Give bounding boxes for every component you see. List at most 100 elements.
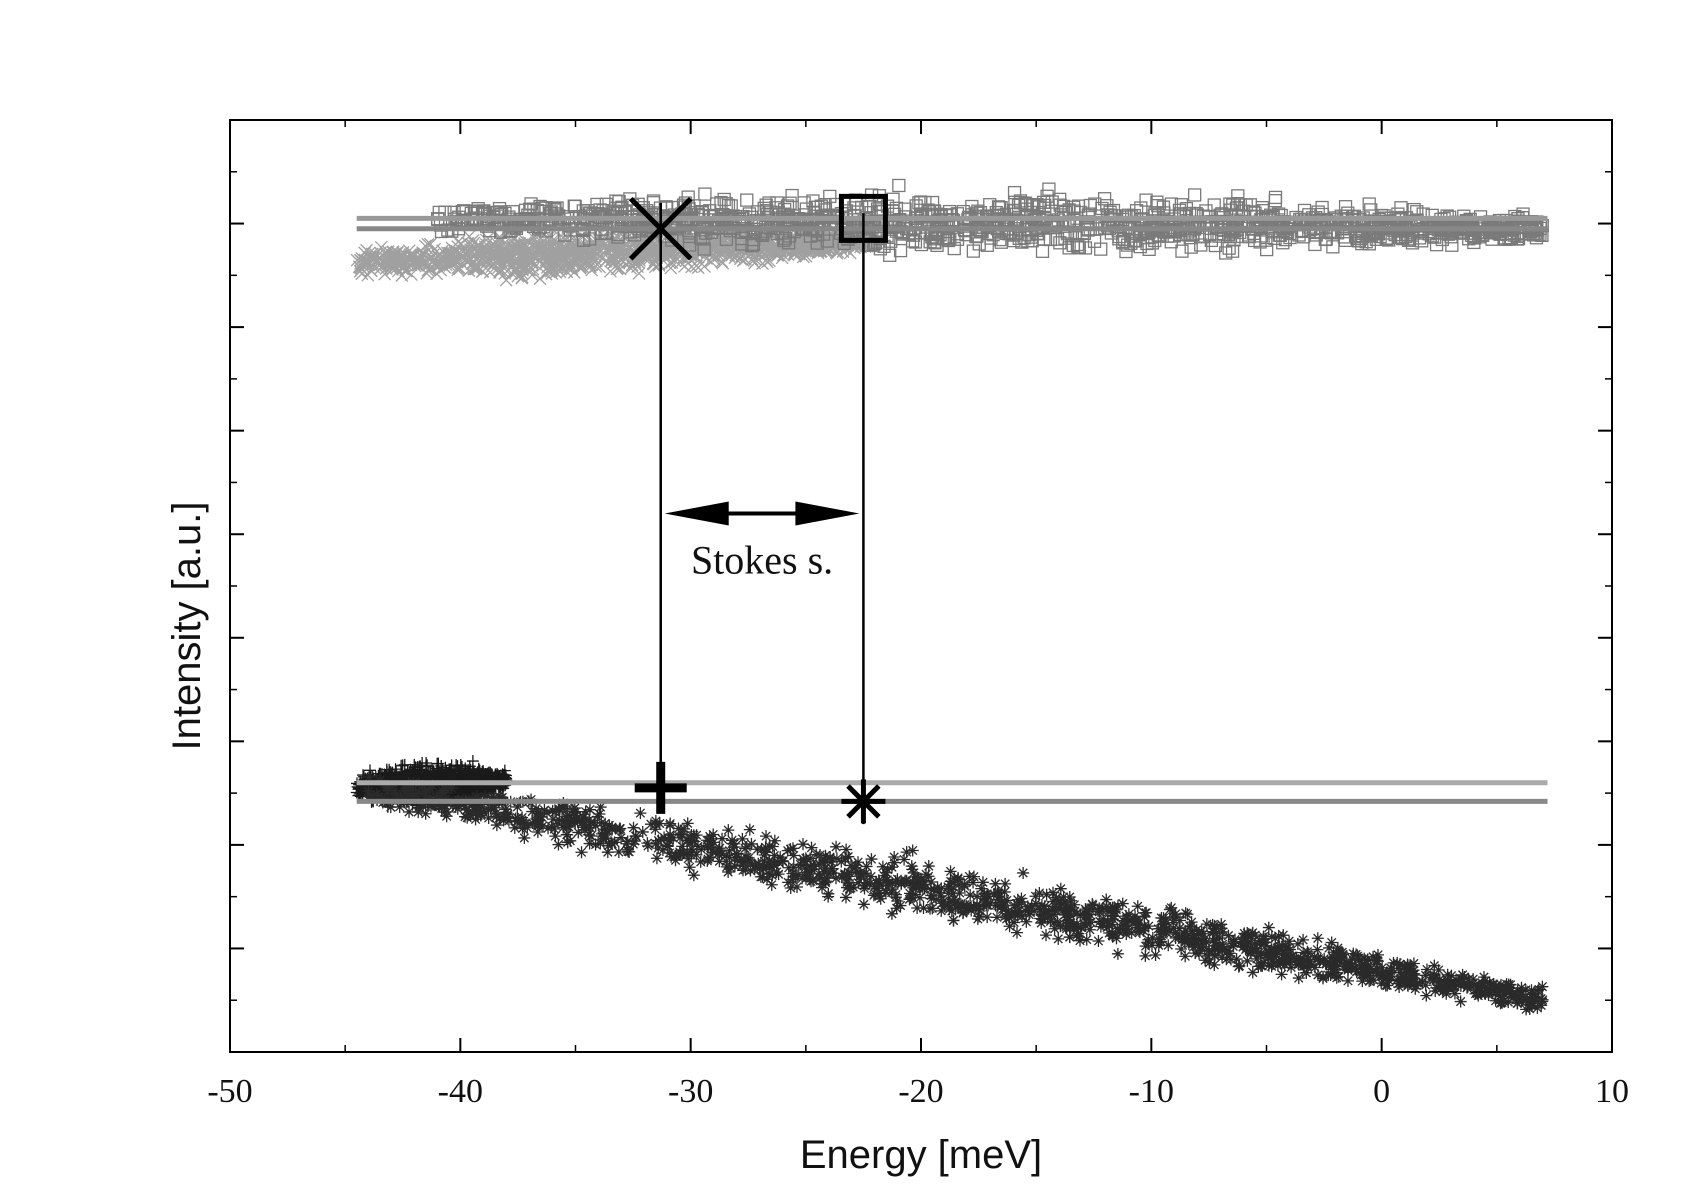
scatter-point-s3 xyxy=(1489,994,1502,1007)
scatter-point-s1 xyxy=(823,189,837,204)
scatter-point-s0 xyxy=(540,255,554,269)
scatter-point-s3 xyxy=(676,828,689,841)
scatter-point-s3 xyxy=(931,881,944,894)
scatter-point-s3 xyxy=(842,850,855,863)
scatter-point-s3 xyxy=(813,872,826,885)
scatter-point-s3 xyxy=(1531,984,1544,997)
scatter-point-s3 xyxy=(1067,918,1080,931)
scatter-point-s3 xyxy=(1349,962,1362,975)
scatter-point-s3 xyxy=(1046,903,1059,916)
scatter-point-s1 xyxy=(1207,198,1221,212)
scatter-point-s0 xyxy=(714,246,728,260)
scatter-point-s0 xyxy=(360,253,374,267)
scatter-point-s1 xyxy=(943,232,957,246)
scatter-point-s0 xyxy=(479,233,493,247)
scatter-point-s1 xyxy=(1097,192,1112,206)
scatter-point-s3 xyxy=(1111,899,1124,912)
scatter-point-s3 xyxy=(1094,920,1107,933)
scatter-point-s3 xyxy=(1376,961,1389,974)
scatter-point-s3 xyxy=(1249,946,1262,959)
scatter-point-s0 xyxy=(625,258,639,272)
scatter-point-s0 xyxy=(525,268,539,282)
scatter-point-s3 xyxy=(1528,994,1541,1007)
scatter-point-s2 xyxy=(485,768,498,781)
scatter-point-s1 xyxy=(918,195,932,210)
scatter-point-s1 xyxy=(1112,232,1126,246)
scatter-point-s1 xyxy=(1060,225,1074,239)
scatter-point-s0 xyxy=(799,249,813,263)
scatter-point-s0 xyxy=(776,248,790,262)
scatter-point-s1 xyxy=(740,193,754,207)
scatter-point-s3 xyxy=(1275,968,1288,981)
scatter-point-s3 xyxy=(583,837,596,850)
scatter-point-s3 xyxy=(1428,959,1441,972)
scatter-point-s1 xyxy=(698,187,712,201)
scatter-point-s3 xyxy=(898,853,911,866)
scatter-point-s3 xyxy=(597,832,610,845)
scatter-point-s1 xyxy=(1268,194,1283,208)
scatter-point-s3 xyxy=(441,805,454,818)
scatter-point-s0 xyxy=(467,262,481,276)
scatter-point-s3 xyxy=(1265,930,1278,943)
scatter-point-s0 xyxy=(420,266,434,280)
scatter-point-s3 xyxy=(935,882,948,895)
scatter-point-s3 xyxy=(1487,978,1500,991)
scatter-point-s3 xyxy=(1093,902,1106,915)
scatter-point-s3 xyxy=(1179,950,1192,963)
scatter-point-s3 xyxy=(1536,980,1549,993)
scatter-point-s1 xyxy=(1045,195,1059,209)
scatter-point-s3 xyxy=(824,851,837,864)
scatter-point-s3 xyxy=(900,846,913,859)
scatter-point-s0 xyxy=(610,262,624,276)
scatter-point-s1 xyxy=(719,232,734,246)
scatter-point-s0 xyxy=(604,264,617,278)
scatter-point-s1 xyxy=(820,234,834,248)
scatter-point-s3 xyxy=(1138,910,1151,923)
scatter-point-s0 xyxy=(518,237,532,250)
scatter-point-s3 xyxy=(716,832,729,845)
scatter-point-s0 xyxy=(493,264,507,278)
scatter-point-s2 xyxy=(463,765,476,778)
scatter-point-s3 xyxy=(1140,906,1153,919)
scatter-point-s1 xyxy=(927,235,941,249)
scatter-point-s3 xyxy=(655,833,668,846)
scatter-point-s0 xyxy=(706,250,720,263)
scatter-point-s0 xyxy=(648,260,662,274)
scatter-point-s1 xyxy=(965,199,979,214)
scatter-point-s0 xyxy=(579,253,593,267)
scatter-point-s3 xyxy=(601,846,614,859)
scatter-point-s1 xyxy=(1139,193,1153,207)
scatter-point-s1 xyxy=(697,242,711,256)
scatter-point-s3 xyxy=(687,869,700,882)
scatter-point-s2 xyxy=(435,759,448,772)
scatter-point-s3 xyxy=(1262,948,1275,961)
scatter-point-s3 xyxy=(1367,950,1380,963)
scatter-point-s0 xyxy=(781,248,795,262)
scatter-point-s3 xyxy=(499,803,512,816)
scatter-point-s3 xyxy=(1003,920,1016,933)
scatter-point-s2 xyxy=(451,785,464,798)
scatter-point-s3 xyxy=(924,902,937,915)
scatter-point-s1 xyxy=(1053,236,1067,250)
scatter-point-s3 xyxy=(451,802,464,815)
scatter-point-s1 xyxy=(523,202,537,216)
scatter-point-s3 xyxy=(583,803,596,816)
scatter-point-s3 xyxy=(376,791,389,804)
scatter-point-s3 xyxy=(938,900,951,913)
scatter-point-s3 xyxy=(575,846,588,859)
scatter-point-s3 xyxy=(889,875,902,888)
scatter-point-s3 xyxy=(998,885,1011,898)
scatter-point-s3 xyxy=(494,792,507,805)
scatter-point-s3 xyxy=(490,819,503,832)
scatter-point-s1 xyxy=(1297,203,1312,218)
scatter-point-s3 xyxy=(1010,926,1023,939)
scatter-point-s3 xyxy=(603,819,616,832)
scatter-point-s3 xyxy=(400,784,413,797)
scatter-point-s3 xyxy=(1347,947,1360,960)
scatter-point-s3 xyxy=(1198,932,1211,945)
scatter-point-s1 xyxy=(1382,233,1396,247)
scatter-point-s0 xyxy=(760,255,774,269)
scatter-point-s0 xyxy=(553,265,567,279)
scatter-point-s3 xyxy=(1375,977,1388,990)
scatter-point-s0 xyxy=(564,259,578,273)
